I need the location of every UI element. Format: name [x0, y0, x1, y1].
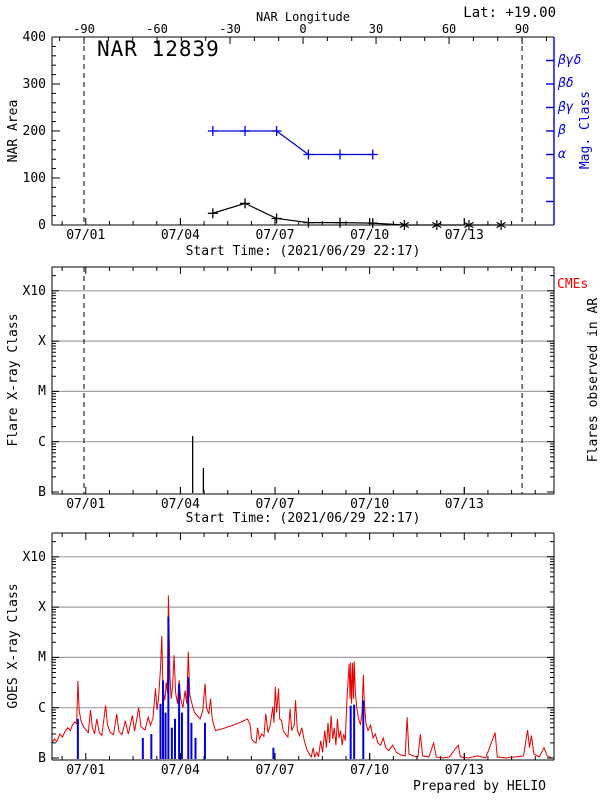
- flares-observed-label: Flares observed in AR: [585, 297, 600, 463]
- longitude-tick-label: 30: [368, 22, 384, 36]
- nar-area-tick-label: 0: [38, 218, 46, 233]
- mag-class-tick-label: α: [558, 146, 566, 162]
- xray-class-tick-label-panel3: B: [38, 751, 46, 766]
- mag-class-tick-label: βγδ: [558, 52, 582, 68]
- x-tick-label-panel2: 07/13: [444, 497, 484, 512]
- x-tick-label-panel1: 07/10: [350, 228, 390, 243]
- longitude-tick-label: 0: [299, 22, 307, 36]
- nar-area-tick-label: 300: [22, 77, 46, 92]
- nar-area-tick-label: 400: [22, 30, 46, 45]
- longitude-tick-label: -30: [219, 22, 241, 36]
- latitude-label: Lat: +19.00: [463, 5, 556, 21]
- x-tick-label-panel1: 07/13: [444, 228, 484, 243]
- x-tick-label-panel3: 07/10: [350, 763, 390, 778]
- x-tick-label-panel1: 07/07: [255, 228, 295, 243]
- xray-class-tick-label-panel3: M: [38, 650, 46, 666]
- x-tick-label-panel1: 07/04: [160, 228, 200, 243]
- x-tick-label-panel3: 07/04: [160, 763, 200, 778]
- xray-class-tick-label-panel2: C: [38, 434, 46, 450]
- flare-xray-axis-label: Flare X-ray Class: [5, 313, 21, 447]
- xray-class-tick-label-panel3: C: [38, 700, 46, 716]
- mag-class-tick-label: βδ: [558, 76, 574, 91]
- nar-area-tick-label: 200: [22, 124, 46, 139]
- prepared-by-label: Prepared by HELIO: [412, 779, 546, 794]
- x-tick-label-panel2: 07/01: [66, 497, 106, 512]
- x-tick-label-panel3: 07/01: [66, 763, 106, 778]
- xray-class-tick-label-panel2: B: [38, 485, 46, 500]
- longitude-tick-label: -90: [73, 22, 95, 36]
- x-tick-label-panel3: 07/07: [255, 763, 295, 778]
- xray-class-tick-label-panel2: X: [38, 334, 46, 350]
- x-tick-label-panel2: 07/07: [255, 497, 295, 512]
- nar-longitude-axis-title: NAR Longitude: [256, 10, 350, 24]
- longitude-tick-label: -60: [146, 22, 168, 36]
- mag-class-tick-label: βγ: [558, 99, 574, 115]
- longitude-tick-label: 90: [514, 22, 530, 36]
- longitude-tick-label: 60: [441, 22, 457, 36]
- xray-class-tick-label-panel3: X: [38, 600, 46, 616]
- chart-title: NAR 12839: [97, 37, 220, 61]
- xray-class-tick-label-panel2: M: [38, 384, 46, 400]
- start-time-label-1: Start Time: (2021/06/29 22:17): [185, 244, 421, 259]
- xray-class-tick-label-panel2: X10: [22, 283, 46, 299]
- mag-class-axis-label: Mag. Class: [577, 90, 593, 170]
- x-tick-label-panel3: 07/13: [444, 763, 484, 778]
- cmes-label: CMEs: [557, 277, 589, 292]
- nar-area-tick-label: 100: [22, 171, 46, 186]
- mag-class-tick-label: β: [558, 123, 566, 138]
- x-tick-label-panel2: 07/10: [350, 497, 390, 512]
- x-tick-label-panel1: 07/01: [66, 228, 106, 243]
- xray-class-tick-label-panel3: X10: [22, 549, 46, 565]
- start-time-label-2: Start Time: (2021/06/29 22:17): [185, 511, 421, 526]
- x-tick-label-panel2: 07/04: [160, 497, 200, 512]
